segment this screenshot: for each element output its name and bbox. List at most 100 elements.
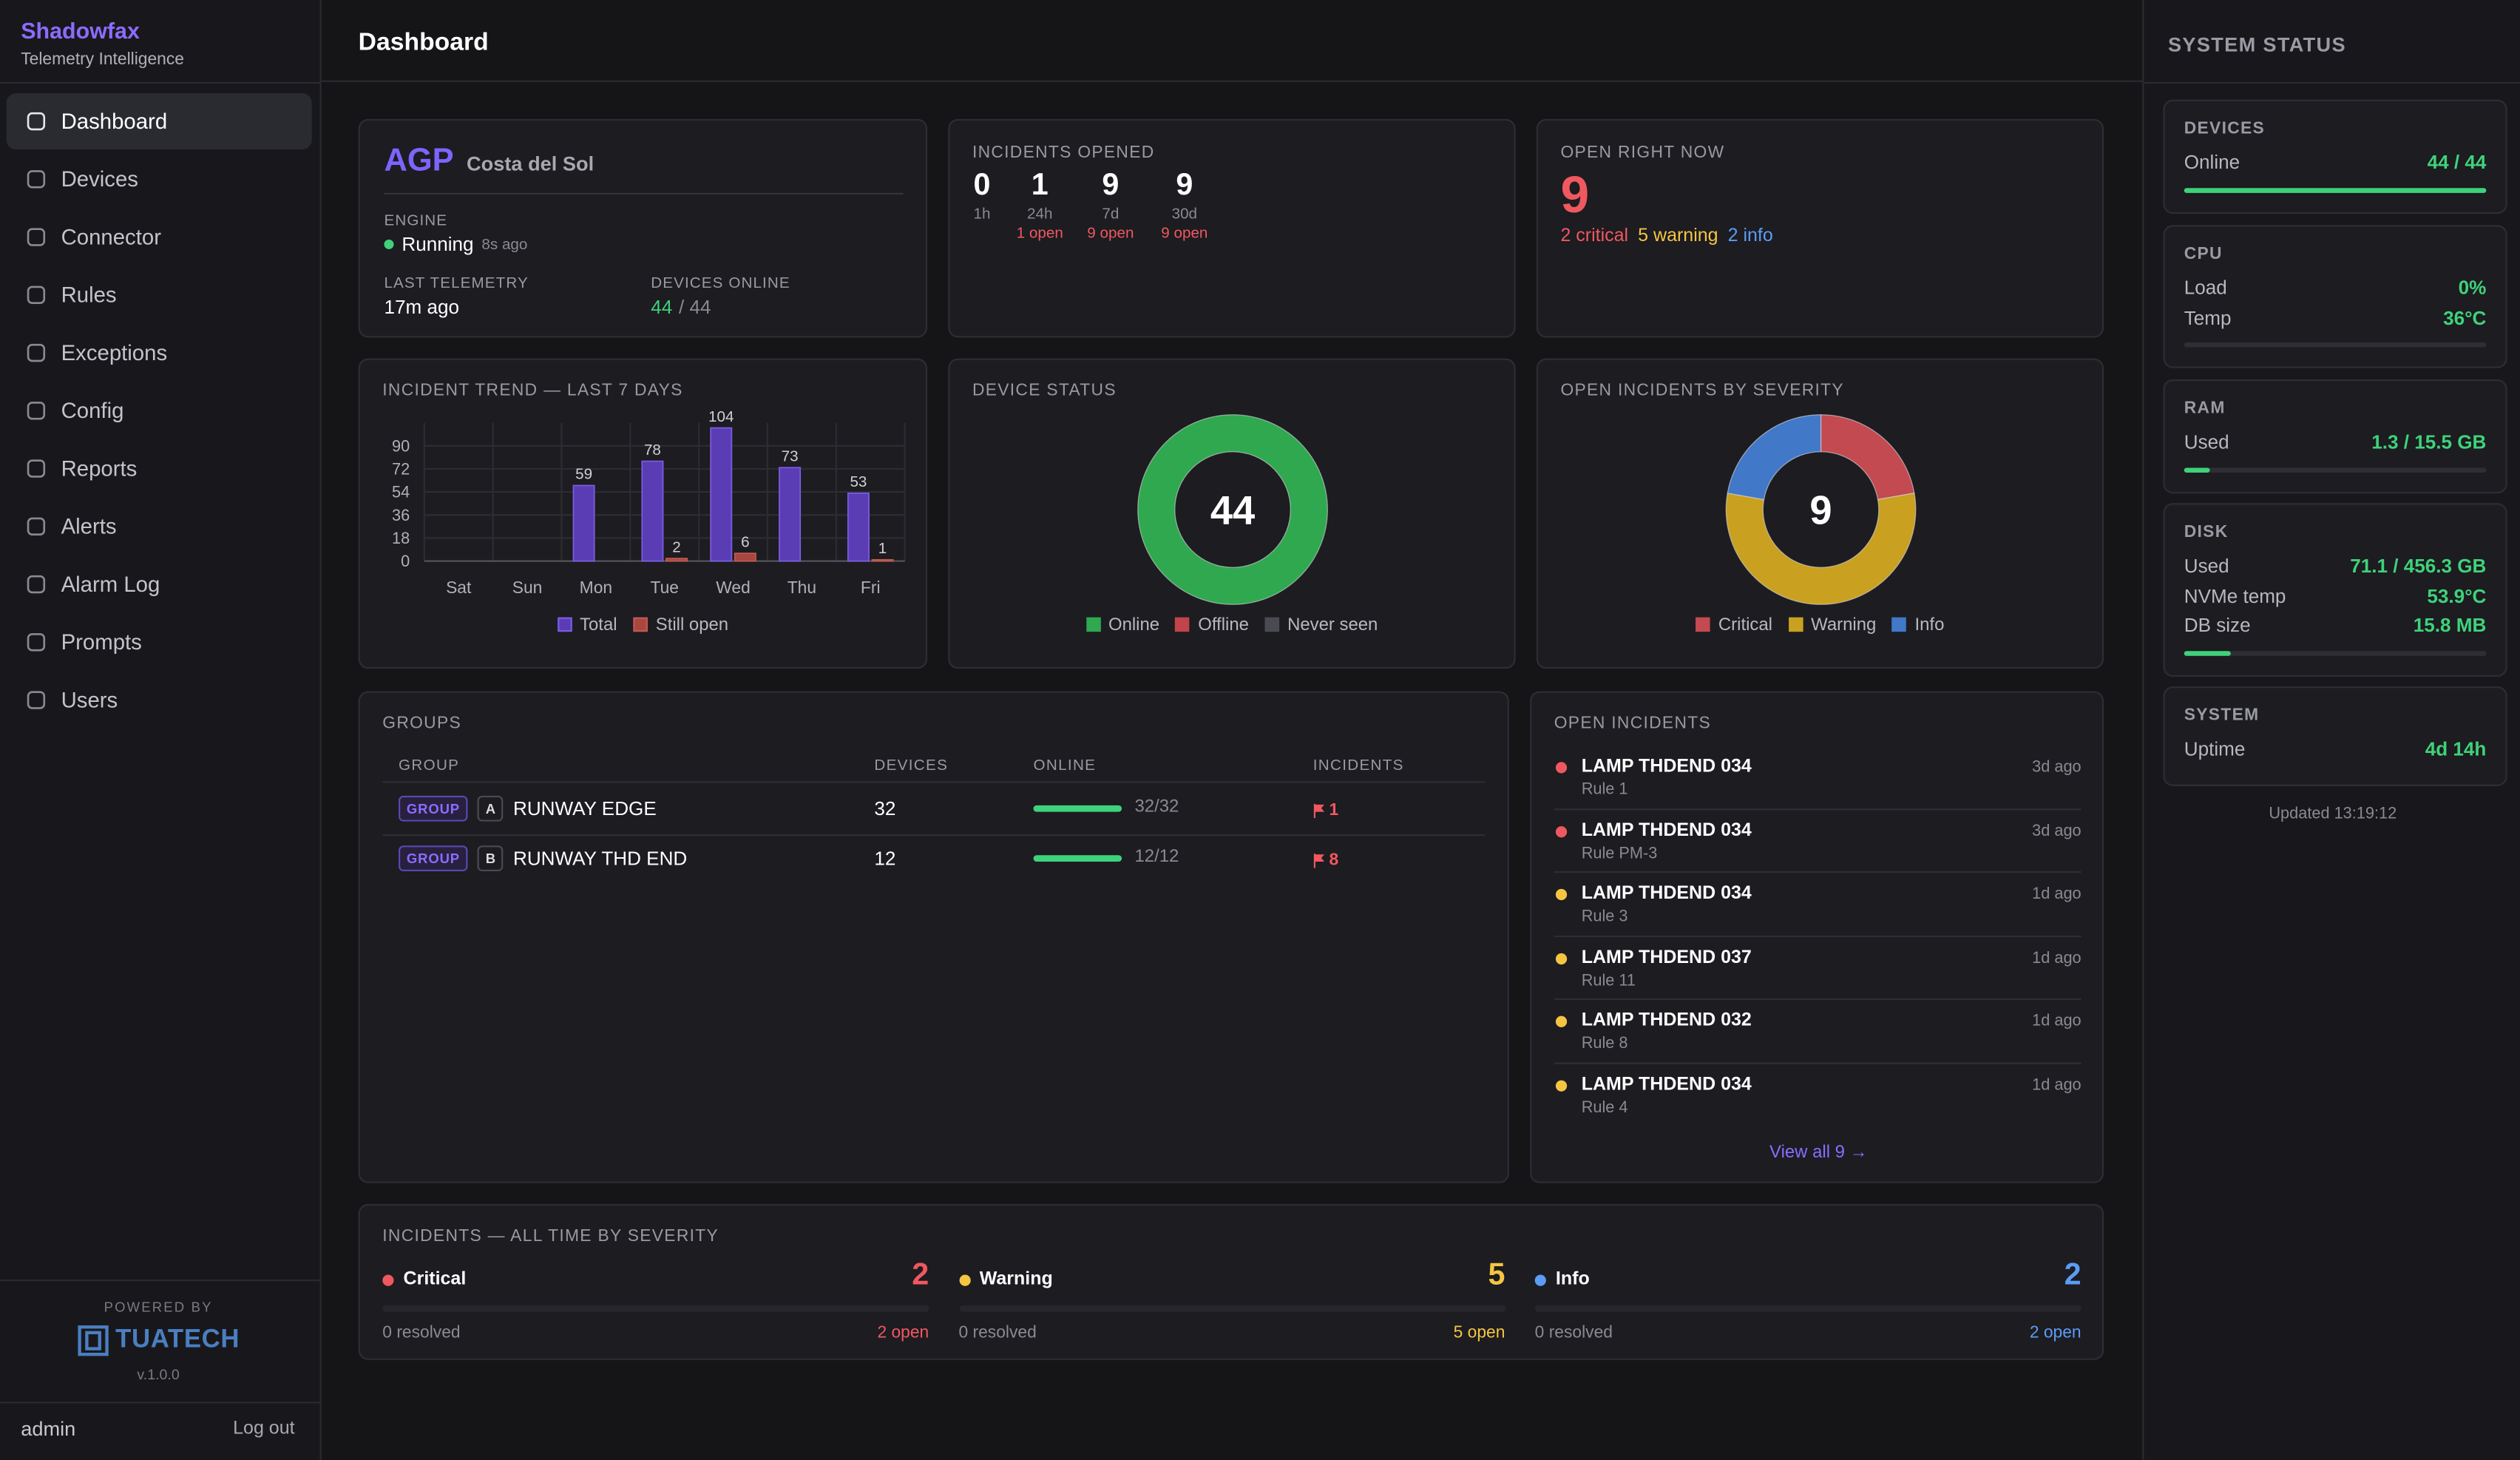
- incident-rule: Rule 4: [1581, 1098, 1628, 1117]
- nav-item[interactable]: Prompts: [7, 614, 312, 670]
- nav-label[interactable]: Reports: [61, 456, 138, 481]
- logout[interactable]: Log out: [233, 1419, 295, 1439]
- donut-segment: [1820, 414, 1915, 501]
- group-online: 12/12: [1134, 847, 1179, 867]
- version: v.1.0.0: [137, 1366, 180, 1383]
- data-label: 53: [850, 473, 867, 490]
- icon-shape: [27, 402, 46, 420]
- divider: [384, 192, 904, 195]
- brand: Shadowfax: [21, 17, 140, 44]
- status-label: Load: [2184, 277, 2227, 300]
- nav-item[interactable]: Alerts: [7, 499, 312, 555]
- card-label: INCIDENTS — ALL TIME BY SEVERITY: [382, 1226, 719, 1246]
- nav-label[interactable]: Alerts: [61, 514, 117, 539]
- incident-name[interactable]: LAMP THDEND 037: [1581, 947, 1752, 967]
- nav-label[interactable]: Prompts: [61, 630, 142, 655]
- data-label: 104: [708, 408, 734, 425]
- status-value: 36°C: [2443, 306, 2487, 330]
- nav-label[interactable]: Config: [61, 399, 124, 423]
- incident-name[interactable]: LAMP THDEND 032: [1581, 1011, 1752, 1031]
- engine-label: ENGINE: [384, 212, 448, 230]
- nav-item[interactable]: Reports: [7, 441, 312, 497]
- status-title: DISK: [2184, 522, 2229, 542]
- nav-item[interactable]: Rules: [7, 267, 312, 323]
- nav-item[interactable]: Devices: [7, 151, 312, 207]
- x-tick-label: Sun: [512, 578, 543, 597]
- nav-item[interactable]: Users: [7, 672, 312, 729]
- y-tick-label: 18: [392, 529, 410, 547]
- incident-name[interactable]: LAMP THDEND 034: [1581, 820, 1752, 840]
- view-all[interactable]: View all 9 →: [1769, 1143, 1868, 1163]
- nav-item[interactable]: Connector: [7, 209, 312, 266]
- divider: [0, 1280, 322, 1282]
- severity-track: [958, 1305, 1505, 1312]
- severity-dot: [958, 1274, 970, 1285]
- user: admin: [21, 1418, 76, 1441]
- status-label: Online: [2184, 151, 2240, 175]
- nav-label[interactable]: Alarm Log: [61, 572, 160, 597]
- legend-item: Critical: [1696, 615, 1772, 635]
- bar: [779, 467, 802, 562]
- nav-icon: [27, 343, 46, 362]
- bar: [572, 484, 595, 562]
- legend-swatch: [1085, 617, 1101, 632]
- legend-swatch: [557, 617, 572, 632]
- icon-shape: [27, 228, 46, 246]
- legend: Critical Warning Info: [1538, 615, 2102, 635]
- legend-label: Info: [1914, 615, 1945, 635]
- incident-name[interactable]: LAMP THDEND 034: [1581, 1074, 1752, 1095]
- incident-name[interactable]: LAMP THDEND 034: [1581, 757, 1752, 777]
- status-card: SYSTEM Uptime 4d 14h: [2163, 686, 2507, 785]
- donut-chart: 9: [1725, 414, 1917, 605]
- nav-icon: [27, 691, 46, 709]
- legend-label: Offline: [1198, 615, 1249, 635]
- nav-item[interactable]: Alarm Log: [7, 556, 312, 612]
- period-label: 7d: [1102, 206, 1120, 224]
- nav-label[interactable]: Rules: [61, 283, 117, 308]
- site-code: AGP: [384, 143, 454, 179]
- severity-count: 2: [912, 1258, 929, 1293]
- status-label: Temp: [2184, 306, 2232, 330]
- legend-swatch: [1892, 617, 1907, 632]
- status-row: Temp 36°C: [2184, 303, 2487, 333]
- severity-head: Info: [1534, 1267, 1857, 1293]
- nav-icon: [27, 633, 46, 652]
- donut-center: 9: [1809, 488, 1832, 533]
- card-label: OPEN INCIDENTS: [1554, 714, 1712, 734]
- donut-card: OPEN INCIDENTS BY SEVERITY 9 Critical Warni…: [1536, 358, 2104, 669]
- severity-resolved: 0 resolved: [382, 1322, 461, 1342]
- severity-dot: [1534, 1274, 1546, 1285]
- nav-item[interactable]: Config: [7, 382, 312, 439]
- data-label: 78: [644, 442, 661, 459]
- nav-label[interactable]: Dashboard: [61, 109, 168, 134]
- nav-label[interactable]: Users: [61, 688, 118, 712]
- y-tick-label: 72: [392, 460, 410, 479]
- period-count: 9: [1102, 169, 1120, 203]
- nav-icon: [27, 459, 46, 478]
- icon-shape: [27, 691, 46, 709]
- logo-icon: [78, 1325, 109, 1356]
- severity-open: 5 open: [1453, 1322, 1505, 1342]
- y-tick-label: 36: [392, 506, 410, 524]
- data-label: 59: [575, 466, 592, 483]
- nav-label[interactable]: Exceptions: [61, 340, 168, 365]
- status-label: NVMe temp: [2184, 584, 2286, 608]
- group-devices: 32: [874, 797, 896, 820]
- nav-label[interactable]: Devices: [61, 167, 138, 192]
- nav-item[interactable]: Dashboard: [6, 93, 312, 150]
- nav-label[interactable]: Connector: [61, 225, 161, 249]
- legend-item: Offline: [1175, 615, 1249, 635]
- online-bar: [1033, 855, 1122, 862]
- icon-shape: [27, 285, 46, 305]
- status-value: 1.3 / 15.5 GB: [2371, 431, 2487, 454]
- status-card: DISK Used 71.1 / 456.3 GB NVMe temp 53.9°C DB…: [2163, 503, 2507, 676]
- severity-count: 5: [1488, 1258, 1505, 1293]
- nav-icon: [27, 402, 46, 420]
- nav-item[interactable]: Exceptions: [7, 325, 312, 381]
- data-label: 73: [782, 448, 799, 465]
- incident-rule: Rule 11: [1581, 971, 1636, 990]
- card-label: OPEN INCIDENTS BY SEVERITY: [1560, 381, 1844, 401]
- incident-name[interactable]: LAMP THDEND 034: [1581, 884, 1752, 904]
- period-open: 9 open: [1161, 225, 1208, 243]
- legend: Online Offline Never seen: [950, 615, 1514, 635]
